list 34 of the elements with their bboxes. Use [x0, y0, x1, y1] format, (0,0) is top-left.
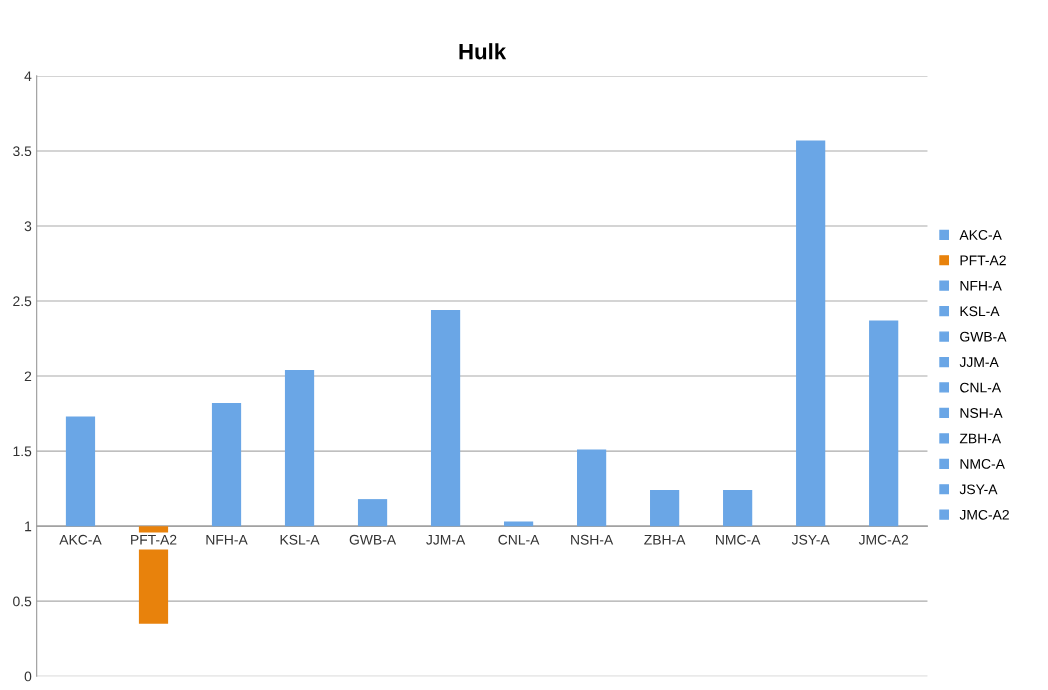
y-tick-label: 2.5 — [13, 296, 32, 307]
legend-label: JJM-A — [959, 357, 999, 368]
y-tick-label: 0.5 — [13, 596, 32, 607]
legend-label: KSL-A — [960, 306, 1000, 317]
x-tick-label: NMC-A — [716, 534, 761, 545]
x-tick-label: GWB-A — [349, 534, 397, 545]
legend-label: NMC-A — [960, 459, 1005, 469]
y-tick-label: 2 — [24, 371, 32, 382]
y-tick-label: 3 — [24, 221, 32, 232]
y-tick-label: 0 — [24, 671, 32, 682]
legend-label: AKC-A — [959, 229, 1002, 240]
legend-label: ZBH-A — [959, 433, 1002, 444]
x-tick-label: PFT-A2 — [131, 534, 177, 545]
x-tick-label: ZBH-A — [644, 534, 686, 545]
x-tick-label: JJM-A — [426, 534, 466, 545]
y-tick-label: 1.5 — [13, 446, 32, 457]
legend-label: JMC-A2 — [959, 509, 1009, 520]
x-tick-label: JMC-A2 — [858, 534, 909, 545]
x-tick-label: JSY-A — [791, 534, 830, 545]
x-tick-label: AKC-A — [59, 534, 102, 545]
legend-label: NFH-A — [960, 281, 1002, 291]
y-tick-label: 3.5 — [13, 146, 32, 157]
y-tick-label: 4 — [24, 71, 32, 81]
legend-label: GWB-A — [960, 331, 1007, 342]
legend-label: CNL-A — [960, 382, 1002, 393]
chart-title: Hulk — [459, 43, 507, 60]
x-tick-label: CNL-A — [498, 534, 540, 545]
y-tick-label: 1 — [25, 521, 32, 532]
legend-label: NSH-A — [960, 408, 1003, 418]
legend-label: PFT-A2 — [960, 255, 1006, 266]
x-tick-label: NFH-A — [206, 534, 248, 545]
legend-label: JSY-A — [959, 484, 998, 495]
x-tick-label: KSL-A — [280, 534, 320, 545]
x-tick-label: NSH-A — [571, 534, 614, 545]
